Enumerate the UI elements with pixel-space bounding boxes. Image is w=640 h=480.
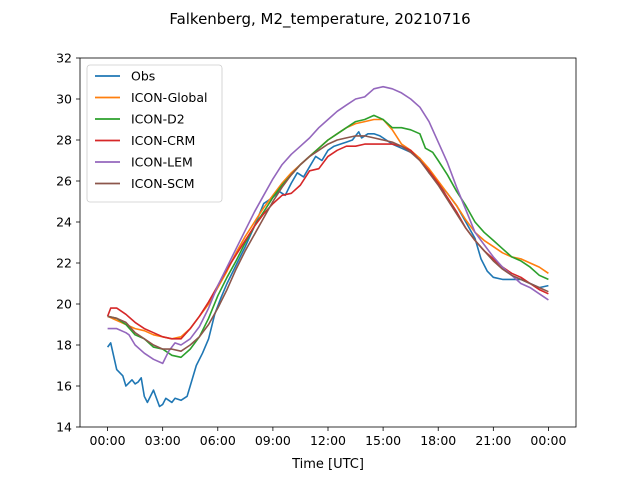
legend-label: ICON-Global	[131, 90, 207, 105]
chart-title: Falkenberg, M2_temperature, 20210716	[169, 10, 470, 29]
x-tick-label: 06:00	[200, 433, 236, 448]
x-tick-label: 21:00	[475, 433, 511, 448]
y-tick-label: 26	[56, 174, 72, 189]
y-axis: 14 16 18 20 22 24 26 28 30 32	[56, 51, 80, 435]
legend-label: ICON-SCM	[131, 176, 195, 191]
x-tick-label: 09:00	[255, 433, 291, 448]
legend-label: Obs	[131, 69, 155, 84]
x-axis-label: Time [UTC]	[291, 457, 364, 472]
y-tick-label: 28	[56, 133, 72, 148]
x-tick-label: 12:00	[310, 433, 346, 448]
y-tick-label: 18	[56, 338, 72, 353]
y-tick-label: 16	[56, 379, 72, 394]
y-tick-label: 30	[56, 92, 72, 107]
legend-box	[86, 64, 223, 203]
x-tick-label: 03:00	[145, 433, 181, 448]
legend-label: ICON-D2	[131, 112, 185, 127]
y-tick-label: 20	[56, 297, 72, 312]
plot-area	[106, 85, 549, 408]
y-tick-label: 14	[56, 420, 72, 435]
legend: Obs ICON-Global ICON-D2 ICON-CRM ICON-LEM ICO…	[86, 64, 223, 203]
y-tick-label: 22	[56, 256, 72, 271]
y-tick-label: 24	[56, 215, 72, 230]
x-tick-label: 00:00	[90, 433, 126, 448]
series-line-icon-scm	[107, 135, 549, 352]
y-tick-label: 32	[56, 51, 72, 66]
x-tick-label: 00:00	[530, 433, 566, 448]
legend-label: ICON-LEM	[131, 155, 193, 170]
plot-frame	[79, 57, 577, 428]
x-axis: 00:00 03:00 06:00 09:00 12:00 15:00 18:00 21:00…	[90, 427, 566, 448]
series-line-icon-d2	[107, 114, 549, 359]
x-tick-label: 15:00	[365, 433, 401, 448]
x-tick-label: 18:00	[420, 433, 456, 448]
legend-label: ICON-CRM	[131, 133, 195, 148]
